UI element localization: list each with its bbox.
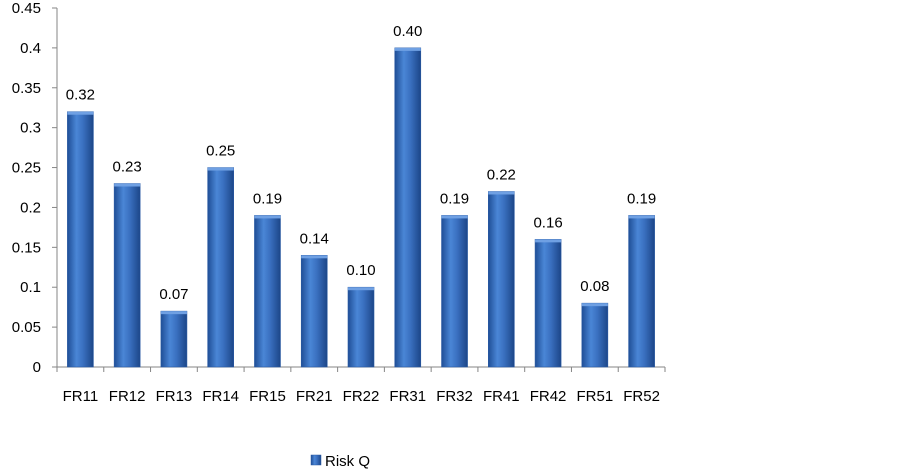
bar-data-label: 0.19 bbox=[440, 190, 469, 207]
bar-cap bbox=[441, 215, 468, 219]
x-tick-label: FR22 bbox=[343, 388, 380, 405]
bar-data-label: 0.16 bbox=[533, 214, 562, 231]
bar-cap bbox=[254, 215, 281, 219]
x-tick-label: FR21 bbox=[296, 388, 333, 405]
x-axis: FR11 FR12 FR13 FR14 FR15 FR21 FR22 FR31 FR32 FR41… bbox=[56, 366, 666, 405]
bar-data-label: 0.23 bbox=[113, 159, 142, 176]
x-tick-label: FR51 bbox=[577, 388, 614, 405]
x-tick-label: FR13 bbox=[156, 388, 193, 405]
bar bbox=[441, 215, 468, 368]
bar-data-label: 0.22 bbox=[487, 166, 516, 183]
x-tick-label: FR15 bbox=[249, 388, 286, 405]
bar bbox=[534, 239, 562, 368]
bar-data-label: 0.10 bbox=[346, 262, 375, 279]
y-tick-label: 0.4 bbox=[20, 40, 41, 57]
y-tick-label: 0.45 bbox=[12, 0, 41, 17]
bar bbox=[581, 302, 609, 368]
bar-data-label: 0.07 bbox=[159, 286, 188, 303]
y-axis: 0 0.05 0.1 0.15 0.2 0.25 0.3 0.35 0.4 0.45 bbox=[12, 0, 58, 376]
bar bbox=[67, 111, 94, 368]
legend: Risk Q bbox=[310, 453, 370, 470]
bar bbox=[628, 215, 655, 368]
y-tick-label: 0 bbox=[33, 359, 41, 376]
bar-data-label: 0.25 bbox=[206, 143, 235, 160]
bar-data-label: 0.08 bbox=[580, 278, 609, 295]
y-tick-label: 0.1 bbox=[20, 279, 41, 296]
bar-cap bbox=[114, 183, 141, 187]
y-tick-label: 0.35 bbox=[12, 80, 41, 97]
bar-cap bbox=[160, 311, 187, 315]
bar-cap bbox=[301, 255, 328, 259]
bar-data-label: 0.19 bbox=[627, 190, 656, 207]
legend-swatch-risk-q bbox=[310, 454, 322, 466]
x-tick-label: FR14 bbox=[202, 388, 239, 405]
bar-cap bbox=[348, 287, 374, 291]
x-tick-label: FR31 bbox=[389, 388, 426, 405]
bar bbox=[160, 310, 188, 368]
bar bbox=[300, 255, 328, 368]
x-tick-label: FR41 bbox=[483, 388, 520, 405]
bar bbox=[347, 286, 375, 368]
bar-cap bbox=[581, 303, 608, 307]
bar-data-label: 0.19 bbox=[253, 190, 282, 207]
bar bbox=[394, 47, 422, 368]
bar-data-label: 0.40 bbox=[393, 23, 422, 40]
bar-cap bbox=[488, 191, 515, 195]
bar-cap bbox=[394, 47, 421, 51]
x-tick-label: FR11 bbox=[63, 388, 99, 405]
bar bbox=[207, 167, 234, 368]
bar bbox=[254, 215, 281, 368]
bar-data-label: 0.14 bbox=[300, 230, 329, 247]
data-labels: 0.32 0.23 0.07 0.25 0.19 0.14 0.10 0.40 0.19 0.22… bbox=[66, 23, 656, 303]
bar bbox=[113, 183, 141, 368]
x-tick-label: FR42 bbox=[530, 388, 567, 405]
bar bbox=[488, 191, 515, 368]
bar-cap bbox=[67, 111, 94, 115]
bar-cap bbox=[535, 239, 562, 243]
x-tick-label: FR32 bbox=[436, 388, 473, 405]
y-tick-label: 0.25 bbox=[12, 160, 41, 177]
x-tick-label: FR52 bbox=[623, 388, 660, 405]
y-tick-label: 0.15 bbox=[12, 239, 41, 256]
y-tick-label: 0.05 bbox=[12, 319, 41, 336]
legend-label-risk-q: Risk Q bbox=[325, 453, 370, 470]
y-tick-label: 0.2 bbox=[20, 199, 41, 216]
y-tick-label: 0.3 bbox=[20, 120, 41, 137]
bar-cap bbox=[207, 167, 234, 171]
bars bbox=[67, 47, 655, 368]
bar-data-label: 0.32 bbox=[66, 87, 95, 104]
x-tick-label: FR12 bbox=[109, 388, 146, 405]
bar-cap bbox=[628, 215, 655, 219]
